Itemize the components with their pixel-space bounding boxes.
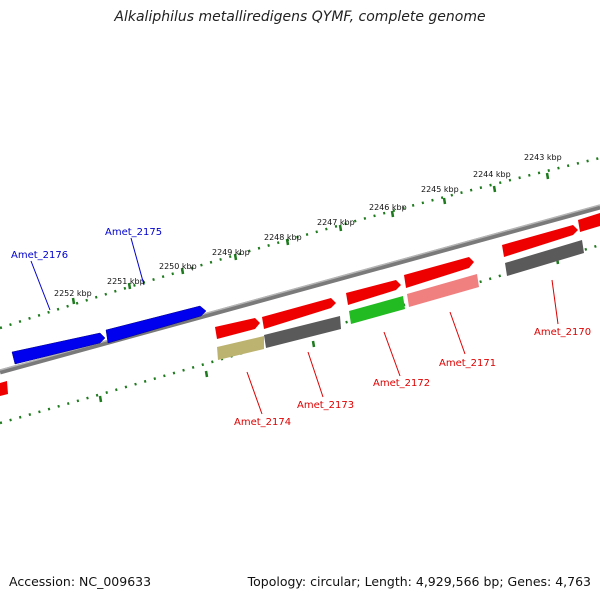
- tick-label: 2245 kbp: [421, 185, 459, 194]
- gene-amet-2174-arrow[interactable]: [215, 318, 260, 339]
- gene-amet-2172[interactable]: [349, 296, 405, 324]
- tick-label: 2247 kbp: [317, 218, 355, 227]
- tick-label: 2244 kbp: [473, 170, 511, 179]
- gene-label-amet-2175: Amet_2175: [105, 227, 162, 238]
- gene-amet-2171[interactable]: [407, 274, 479, 307]
- gene-label-amet-2174: Amet_2174: [234, 417, 291, 428]
- tick-label: 2251 kbp: [107, 277, 145, 286]
- gene-label-amet-2171: Amet_2171: [439, 358, 496, 369]
- gene-amet-2170-arrow[interactable]: [502, 225, 578, 257]
- tick-label: 2243 kbp: [524, 153, 562, 162]
- genome-backbone: [0, 204, 600, 375]
- gene-amet-2174[interactable]: [217, 336, 264, 360]
- tick-label: 2248 kbp: [264, 233, 302, 242]
- gene-amet-2173-arrow[interactable]: [262, 298, 336, 329]
- tick-label: 2249 kbp: [212, 248, 250, 257]
- gene-label-amet-2173: Amet_2173: [297, 400, 354, 411]
- gene-edge-arrow-left[interactable]: [0, 381, 8, 396]
- gene-amet-2172-arrow[interactable]: [346, 280, 401, 305]
- gene-amet-2176[interactable]: [11, 332, 106, 365]
- gene-label-amet-2172: Amet_2172: [373, 378, 430, 389]
- gene-amet-2171-arrow[interactable]: [404, 257, 474, 288]
- gene-label-amet-2176: Amet_2176: [11, 250, 68, 261]
- genome-summary: Topology: circular; Length: 4,929,566 bp…: [247, 574, 591, 589]
- label-leaders: [30, 237, 559, 415]
- tick-label: 2250 kbp: [159, 262, 197, 271]
- gene-label-amet-2170: Amet_2170: [534, 327, 591, 338]
- map-title: Alkaliphilus metalliredigens QYMF, compl…: [114, 9, 486, 25]
- tick-label: 2246 kbp: [369, 203, 407, 212]
- gene-amet-2173[interactable]: [264, 316, 341, 348]
- gene-amet-2170[interactable]: [505, 240, 584, 276]
- accession-label: Accession: NC_009633: [9, 574, 152, 589]
- gene-amet-2175[interactable]: [105, 305, 207, 344]
- tick-label: 2252 kbp: [54, 289, 92, 298]
- gene-edge-arrow[interactable]: [578, 213, 600, 232]
